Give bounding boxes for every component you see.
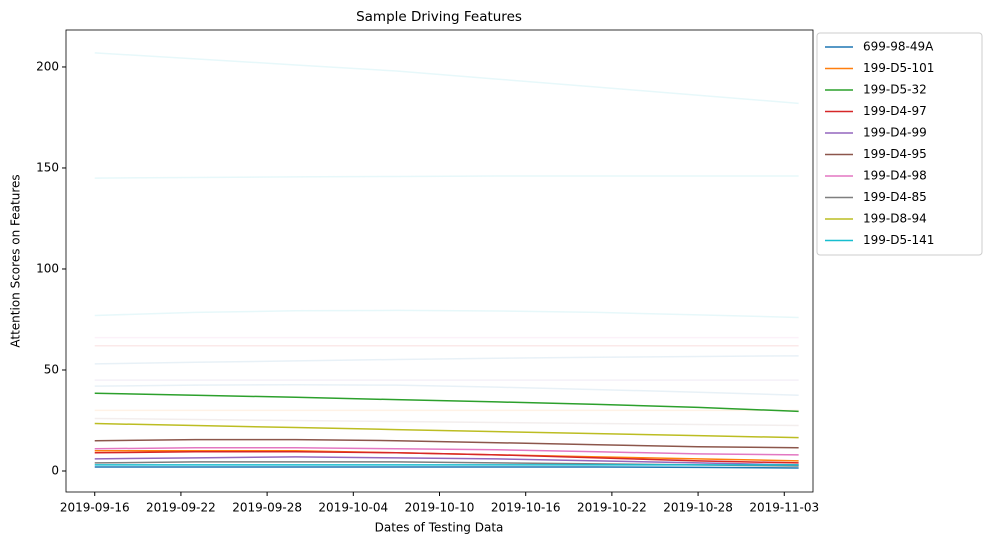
legend-label: 199-D4-95: [863, 147, 927, 161]
y-tick-label: 200: [36, 59, 59, 73]
chart-title: Sample Driving Features: [356, 9, 522, 25]
y-tick-label: 150: [36, 160, 59, 174]
series-line: [94, 422, 799, 439]
series-line: [94, 466, 799, 469]
background-line: [94, 355, 799, 365]
background-line: [94, 383, 799, 396]
x-tick-label: 2019-11-03: [749, 501, 819, 515]
background-line: [94, 175, 799, 179]
y-axis-label: Attention Scores on Features: [9, 174, 23, 347]
legend-label: 199-D4-98: [863, 169, 927, 183]
legend-frame: [816, 32, 983, 256]
y-tick-label: 50: [44, 362, 59, 376]
x-tick-label: 2019-09-22: [146, 501, 216, 515]
series-line: [94, 451, 799, 464]
x-axis-label: Dates of Testing Data: [375, 521, 504, 535]
legend-label: 199-D4-99: [863, 126, 927, 140]
series-line: [94, 447, 799, 456]
series-line: [94, 392, 799, 413]
legend-label: 199-D5-101: [863, 61, 934, 75]
x-tick-label: 2019-10-28: [663, 501, 733, 515]
legend-label: 699-98-49A: [863, 40, 934, 54]
legend-label: 199-D4-85: [863, 190, 927, 204]
legend-label: 199-D4-97: [863, 104, 927, 118]
y-tick-label: 100: [36, 261, 59, 275]
background-line: [94, 309, 799, 319]
background-line: [94, 417, 799, 427]
x-tick-label: 2019-10-10: [405, 501, 475, 515]
plot-frame: [65, 29, 814, 493]
x-tick-label: 2019-09-28: [232, 501, 302, 515]
y-tick-label: 0: [51, 463, 59, 477]
series-line: [94, 456, 799, 466]
legend-label: 199-D5-141: [863, 233, 934, 247]
legend-label: 199-D8-94: [863, 212, 927, 226]
x-tick-label: 2019-10-16: [491, 501, 561, 515]
legend: 699-98-49A 199-D5-101 199-D5-32 199-D4-97 19…: [816, 32, 983, 256]
x-tick-label: 2019-09-16: [60, 501, 130, 515]
background-line: [94, 52, 799, 105]
legend-label: 199-D5-32: [863, 83, 927, 97]
x-tick-label: 2019-10-22: [577, 501, 647, 515]
series-line: [94, 438, 799, 449]
x-tick-label: 2019-10-04: [318, 501, 388, 515]
